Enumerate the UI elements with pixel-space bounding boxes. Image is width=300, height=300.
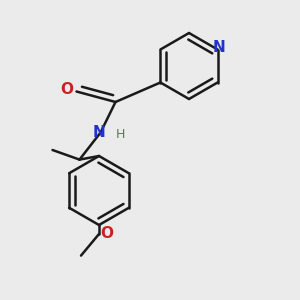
Text: H: H [116, 128, 126, 141]
Text: O: O [60, 82, 73, 98]
Text: N: N [93, 125, 105, 140]
Text: N: N [213, 40, 226, 56]
Text: O: O [100, 226, 113, 241]
